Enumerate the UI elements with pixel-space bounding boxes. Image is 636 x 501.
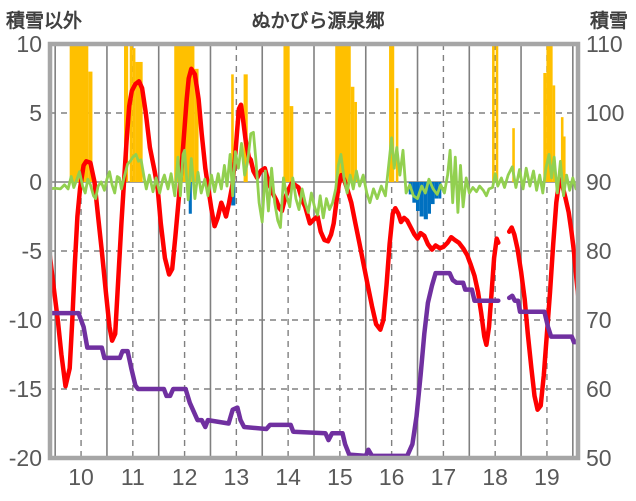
- precipitation-bars-bar: [412, 182, 416, 203]
- x-axis-tick-label: 13: [224, 464, 250, 490]
- x-axis-tick-label: 16: [379, 464, 405, 490]
- precipitation-bars-bar: [423, 182, 428, 220]
- right-axis-tick-label: 50: [586, 445, 612, 471]
- x-axis-tick-label: 18: [482, 464, 508, 490]
- x-axis-tick-label: 19: [534, 464, 560, 490]
- sunshine-bars-bar: [194, 68, 199, 182]
- precipitation-bars-bar: [430, 182, 435, 205]
- wind-line: [50, 130, 578, 229]
- snow-depth-line-path: [506, 293, 578, 345]
- snow-depth-line-path: [50, 270, 501, 458]
- sunshine-bars-bar: [129, 44, 133, 182]
- sunshine-bars-bar: [563, 136, 566, 182]
- left-axis-tick-label: 5: [29, 100, 42, 126]
- sunshine-bars-bar: [124, 44, 129, 182]
- sunshine-bars-bar: [69, 44, 89, 182]
- precipitation-bars-bar: [427, 182, 431, 214]
- chart-title: ぬかびら源泉郷: [251, 11, 385, 32]
- sunshine-bars-bar: [335, 44, 351, 182]
- right-axis-tick-label: 80: [586, 238, 612, 264]
- sunshine-bars-bar: [552, 85, 556, 182]
- precipitation-bars-bar: [188, 182, 192, 214]
- right-axis-title: 積雪: [589, 11, 628, 32]
- sunshine-bars-bar: [512, 128, 515, 182]
- sunshine-bars-bar: [132, 48, 136, 182]
- wind-line-path: [50, 130, 578, 229]
- sunshine-bars-bar: [354, 101, 357, 182]
- right-axis-tick-label: 110: [586, 31, 623, 57]
- sunshine-bars-bar: [283, 44, 290, 182]
- sunshine-bars-bar: [289, 106, 294, 182]
- left-axis-title: 積雪以外: [6, 11, 83, 32]
- left-axis-tick-label: -20: [9, 445, 42, 471]
- x-axis-tick-label: 17: [431, 464, 457, 490]
- left-axis-tick-label: -15: [9, 376, 42, 402]
- left-axis-tick-label: -5: [22, 238, 42, 264]
- precipitation-bars-bar: [419, 182, 424, 217]
- right-axis-tick-label: 60: [586, 376, 612, 402]
- sunshine-bars-bar: [135, 61, 143, 182]
- left-axis-tick-label: 10: [16, 31, 42, 57]
- sunshine-bars-bar: [492, 44, 495, 182]
- x-axis-tick-label: 12: [172, 464, 198, 490]
- x-axis-tick-label: 11: [121, 464, 145, 490]
- sunshine-bars-bar: [495, 44, 499, 182]
- x-axis-tick-label: 15: [327, 464, 353, 490]
- precipitation-bars-bar: [434, 182, 439, 199]
- right-axis-tick-label: 100: [586, 100, 624, 126]
- plot-frame: [47, 41, 581, 461]
- temperature-line-path: [50, 66, 501, 389]
- right-axis-tick-label: 90: [586, 169, 612, 195]
- sunshine-bars-bar: [560, 117, 564, 182]
- x-axis-tick-label: 10: [68, 464, 94, 490]
- sunshine-bars-bar: [350, 86, 355, 182]
- sunshine-bars-bar: [395, 88, 399, 182]
- left-axis-tick-label: 0: [29, 169, 42, 195]
- sunshine-bars-bar: [88, 71, 93, 182]
- sunshine-bars-bar: [543, 72, 547, 182]
- x-axis-tick-label: 14: [275, 464, 301, 490]
- right-axis-tick-label: 70: [586, 307, 612, 333]
- sunshine-bars-bar: [546, 44, 553, 182]
- snow-depth-line: [50, 270, 578, 458]
- sunshine-bars-bar: [389, 44, 395, 182]
- left-axis-tick-label: -10: [9, 307, 42, 333]
- temperature-line-path: [506, 176, 578, 412]
- sunshine-bars-bar: [231, 74, 234, 182]
